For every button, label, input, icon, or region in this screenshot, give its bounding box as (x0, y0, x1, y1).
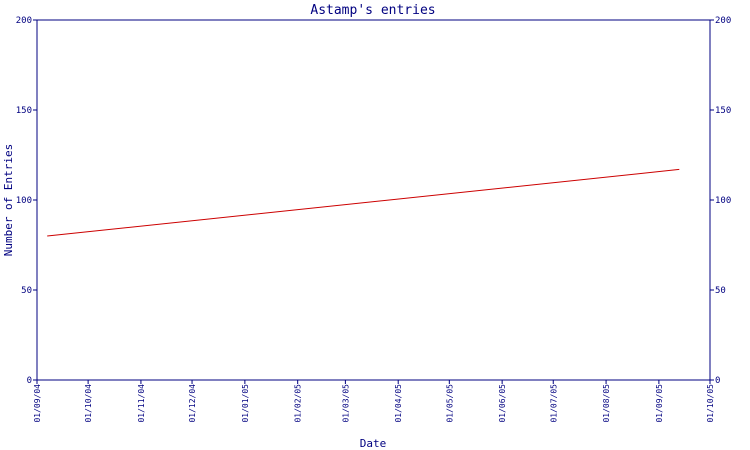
x-tick-label: 01/12/04 (188, 384, 197, 423)
x-tick-label: 01/05/05 (445, 384, 454, 423)
series-group (47, 168, 680, 237)
y-tick-label-left: 150 (16, 106, 32, 116)
y-tick-label-right: 0 (715, 376, 720, 386)
y-tick-label-right: 150 (715, 106, 731, 116)
y-axis-right: 0 50 100 150 200 (710, 16, 731, 386)
x-tick-label: 01/03/05 (341, 384, 350, 423)
x-tick-label: 01/09/05 (655, 384, 664, 423)
x-tick-label: 01/10/05 (706, 384, 715, 423)
y-tick-label-right: 200 (715, 16, 731, 26)
x-axis-label: Date (360, 437, 387, 450)
y-tick-label-left: 50 (21, 286, 32, 296)
y-axis-left: 0 50 100 150 200 (16, 16, 37, 386)
y-tick-label-left: 200 (16, 16, 32, 26)
x-tick-label: 01/06/05 (498, 384, 507, 423)
y-tick-label-right: 50 (715, 286, 726, 296)
series-line (47, 168, 680, 237)
x-tick-label: 01/10/04 (84, 384, 93, 423)
y-tick-label-right: 100 (715, 196, 731, 206)
x-tick-label: 01/11/04 (137, 384, 146, 423)
x-tick-label: 01/07/05 (549, 384, 558, 423)
y-tick-label-left: 100 (16, 196, 32, 206)
x-tick-label: 01/02/05 (294, 384, 303, 423)
x-tick-label: 01/08/05 (602, 384, 611, 423)
plot-frame (36, 19, 711, 381)
y-tick-label-left: 0 (27, 376, 32, 386)
x-tick-label: 01/04/05 (394, 384, 403, 423)
y-axis-label: Number of Entries (2, 144, 15, 257)
chart-title: Astamp's entries (310, 3, 435, 18)
x-tick-label: 01/09/04 (33, 384, 42, 423)
x-axis: 01/09/04 01/10/04 01/11/04 01/12/04 01/01/05… (33, 380, 715, 423)
x-tick-label: 01/01/05 (241, 384, 250, 423)
